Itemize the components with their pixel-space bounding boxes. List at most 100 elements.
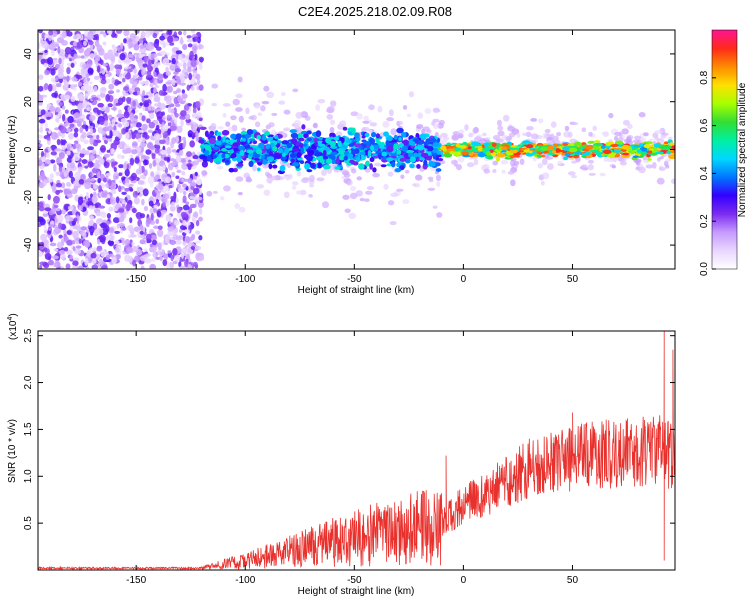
spectrogram-cell xyxy=(66,249,73,255)
spectrogram-cell xyxy=(147,129,153,133)
spectrogram-cell xyxy=(180,119,184,128)
spectrogram-cell xyxy=(113,167,117,172)
spectrogram-cell xyxy=(424,145,430,149)
snr-x-tick-label: 0 xyxy=(461,575,467,586)
spectrogram-cell xyxy=(155,218,160,225)
spectrogram-cell xyxy=(166,156,170,162)
spectrogram-cell xyxy=(43,224,47,232)
spectrogram-cell xyxy=(349,185,357,191)
spectrogram-cell xyxy=(587,159,594,164)
spectrogram-cell xyxy=(281,140,290,145)
spectrogram-cell xyxy=(175,155,182,163)
spectrogram-cell xyxy=(211,83,219,89)
spectrogram-cell xyxy=(50,68,56,76)
spectrogram-cell xyxy=(170,201,176,208)
spectrogram-cell xyxy=(235,107,243,112)
spectrogram-cell xyxy=(55,207,61,212)
snr-x-label: Height of straight line (km) xyxy=(298,586,415,597)
spectrogram-cell xyxy=(174,118,178,124)
spectrogram-cell xyxy=(38,152,42,156)
spectrogram-cell xyxy=(185,113,191,120)
spectrogram-cell xyxy=(347,127,355,132)
spectrogram-cell xyxy=(145,149,152,155)
snr-panel: -150 -100 -50 0 50 0.5 1.0 1.5 2.0 2.5 Height of… xyxy=(7,313,676,597)
spectrogram-cell xyxy=(51,30,58,38)
spectrogram-cell xyxy=(221,129,230,136)
spectrogram-cell xyxy=(100,31,104,35)
spectrogram-cell xyxy=(154,147,160,154)
spectrogram-cell xyxy=(58,57,62,65)
spectrogram-cell xyxy=(185,236,191,243)
spectrogram-cell xyxy=(139,174,144,179)
spectrogram-cell xyxy=(78,196,84,200)
spectrogram-cell xyxy=(56,138,61,146)
spectrogram-cell xyxy=(484,137,491,141)
spectrogram-cell xyxy=(100,78,107,85)
spectrogram-cell xyxy=(457,155,465,163)
spectrogram-cell xyxy=(599,172,606,177)
spectrogram-cell xyxy=(98,234,106,243)
spectrogram-cell xyxy=(198,117,203,122)
spectrogram-cell xyxy=(143,248,148,252)
spectrogram-cell xyxy=(125,147,132,154)
spectrogram-cell xyxy=(117,109,122,116)
spectrogram-cell xyxy=(162,83,167,92)
spectrogram-cell xyxy=(633,135,642,140)
snr-y-tick-label: 2.0 xyxy=(23,375,34,389)
spectrogram-cell xyxy=(573,141,583,147)
spectrogram-cell xyxy=(141,137,146,143)
spectrogram-cell xyxy=(96,228,104,236)
spectrogram-cell xyxy=(181,251,185,259)
spectrogram-cell xyxy=(150,220,156,225)
spectrogram-cell xyxy=(96,246,103,252)
spectrogram-cell xyxy=(257,167,261,172)
spectrogram-cell xyxy=(92,162,100,169)
spectrogram-cell xyxy=(230,115,237,121)
spectrogram-cell xyxy=(196,78,201,86)
spectrogram-cell xyxy=(638,166,646,174)
spectrogram-cell xyxy=(144,80,149,86)
spectrogram-cell xyxy=(262,158,268,165)
spectrogram-cell xyxy=(139,223,144,231)
spectrogram-cell xyxy=(436,181,441,187)
spectrogram-cell xyxy=(550,121,557,128)
spectrogram-cell xyxy=(151,239,157,246)
spectrogram-cell xyxy=(485,151,491,157)
spectrogram-cell xyxy=(132,190,139,198)
spectrogram-cell xyxy=(123,30,130,37)
spectrogram-cell xyxy=(137,152,144,157)
spectrogram-cell xyxy=(51,77,55,83)
spectrogram-cell xyxy=(412,138,420,143)
spectrogram-cell xyxy=(136,216,142,220)
spectrogram-cell xyxy=(69,161,75,169)
spectrogram-cell xyxy=(194,171,198,177)
spectrogram-cell xyxy=(49,159,56,164)
spectrogram-cell xyxy=(129,33,137,41)
spectrogram-cell xyxy=(374,162,382,167)
spectrogram-cell xyxy=(139,102,144,107)
spectrogram-cell xyxy=(289,129,297,134)
spectrogram-cell xyxy=(120,118,127,123)
spectrogram-cell xyxy=(82,206,87,212)
spectrogram-cell xyxy=(167,35,174,44)
spectrogram-cell xyxy=(82,63,86,68)
spectrogram-cell xyxy=(46,103,51,107)
spectrogram-cell xyxy=(362,120,370,124)
spectrogram-cell xyxy=(77,265,84,269)
spectrogram-cell xyxy=(271,112,278,116)
spectrogram-cell xyxy=(182,183,187,188)
spectrogram-cell xyxy=(124,58,132,64)
spectrogram-cell xyxy=(138,164,142,173)
spectrogram-cell xyxy=(348,212,357,220)
spectrogram-cell xyxy=(111,32,116,38)
spectrogram-cell xyxy=(108,253,114,257)
spectrogram-cell xyxy=(418,140,424,145)
spectrogram-cell xyxy=(152,32,158,39)
spectrogram-cell xyxy=(78,94,85,102)
spectrogram-cell xyxy=(585,145,594,150)
spectrogram-cell xyxy=(667,136,673,141)
spectrogram-cell xyxy=(551,149,557,154)
spectrogram-cell xyxy=(103,32,107,38)
spectrogram-cell xyxy=(151,152,156,160)
spectrogram-cell xyxy=(39,218,46,226)
